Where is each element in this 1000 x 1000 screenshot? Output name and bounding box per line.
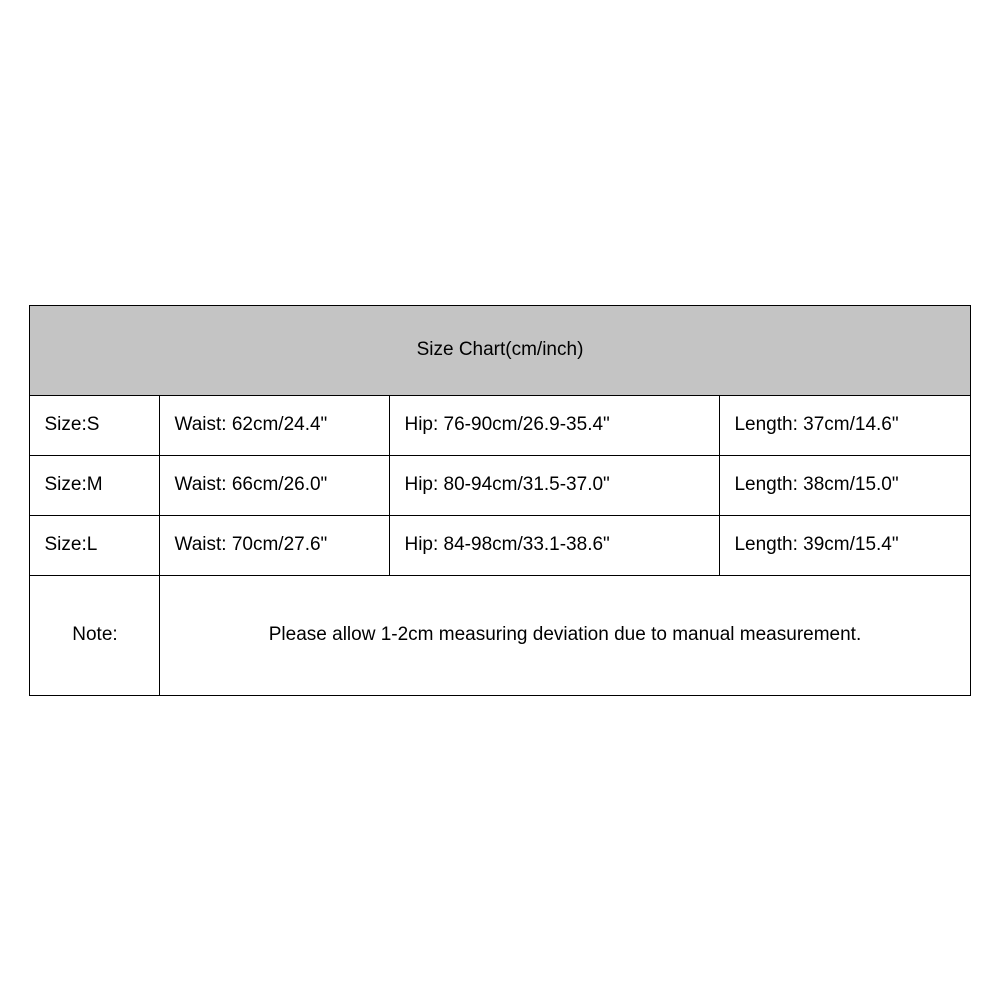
cell-size: Size:S: [30, 395, 160, 455]
table-row: Size:M Waist: 66cm/26.0" Hip: 80-94cm/31…: [30, 455, 970, 515]
cell-length: Length: 37cm/14.6": [720, 395, 970, 455]
cell-waist: Waist: 66cm/26.0": [160, 455, 390, 515]
cell-length: Length: 38cm/15.0": [720, 455, 970, 515]
cell-hip: Hip: 80-94cm/31.5-37.0": [390, 455, 720, 515]
cell-waist: Waist: 70cm/27.6": [160, 515, 390, 575]
cell-size: Size:M: [30, 455, 160, 515]
table-row: Size:L Waist: 70cm/27.6" Hip: 84-98cm/33…: [30, 515, 970, 575]
cell-hip: Hip: 84-98cm/33.1-38.6": [390, 515, 720, 575]
note-label: Note:: [30, 575, 160, 695]
cell-length: Length: 39cm/15.4": [720, 515, 970, 575]
table-row: Size:S Waist: 62cm/24.4" Hip: 76-90cm/26…: [30, 395, 970, 455]
size-chart-table: Size Chart(cm/inch) Size:S Waist: 62cm/2…: [29, 305, 970, 696]
table-header-row: Size Chart(cm/inch): [30, 305, 970, 395]
cell-waist: Waist: 62cm/24.4": [160, 395, 390, 455]
cell-size: Size:L: [30, 515, 160, 575]
note-text: Please allow 1-2cm measuring deviation d…: [160, 575, 970, 695]
cell-hip: Hip: 76-90cm/26.9-35.4": [390, 395, 720, 455]
page-container: Size Chart(cm/inch) Size:S Waist: 62cm/2…: [0, 0, 1000, 1000]
table-title: Size Chart(cm/inch): [30, 305, 970, 395]
table-note-row: Note: Please allow 1-2cm measuring devia…: [30, 575, 970, 695]
